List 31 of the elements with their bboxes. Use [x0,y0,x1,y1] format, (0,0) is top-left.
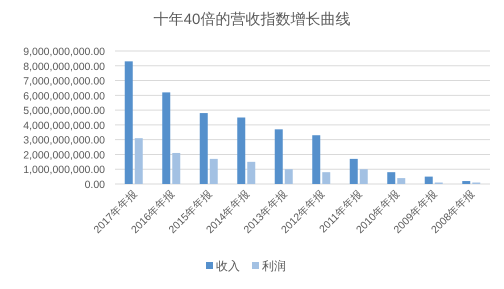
bar [134,138,143,184]
bar [200,113,208,184]
legend-label: 利润 [262,259,286,273]
bar [124,61,133,184]
bar [462,181,470,184]
bar [172,152,180,184]
bar [162,92,170,184]
bar [424,176,433,184]
legend-label: 收入 [216,259,240,273]
bar [397,178,406,184]
y-tick-label: 8,000,000,000.00 [23,60,106,73]
y-tick-label: 2,000,000,000.00 [23,149,106,162]
bar [312,135,320,184]
bar [274,129,283,184]
y-tick-label: 6,000,000,000.00 [23,90,106,102]
bar [284,169,293,184]
bar [360,169,368,184]
y-tick-label: 1,000,000,000.00 [23,164,106,176]
bar [210,158,218,184]
y-tick-label: 3,000,000,000.00 [23,134,106,147]
bar [350,158,358,184]
bar [322,172,330,184]
y-tick-label: 4,000,000,000.00 [23,120,106,132]
bar [237,118,246,184]
bar [247,162,256,184]
y-tick-label: 0.00 [84,179,106,191]
y-tick-label: 5,000,000,000.00 [23,105,106,118]
bar [387,172,396,184]
y-tick-label: 7,000,000,000.00 [23,76,106,88]
chart-title: 十年40倍的营收指数增长曲线 [154,11,350,28]
y-tick-label: 9,000,000,000.00 [23,46,106,58]
